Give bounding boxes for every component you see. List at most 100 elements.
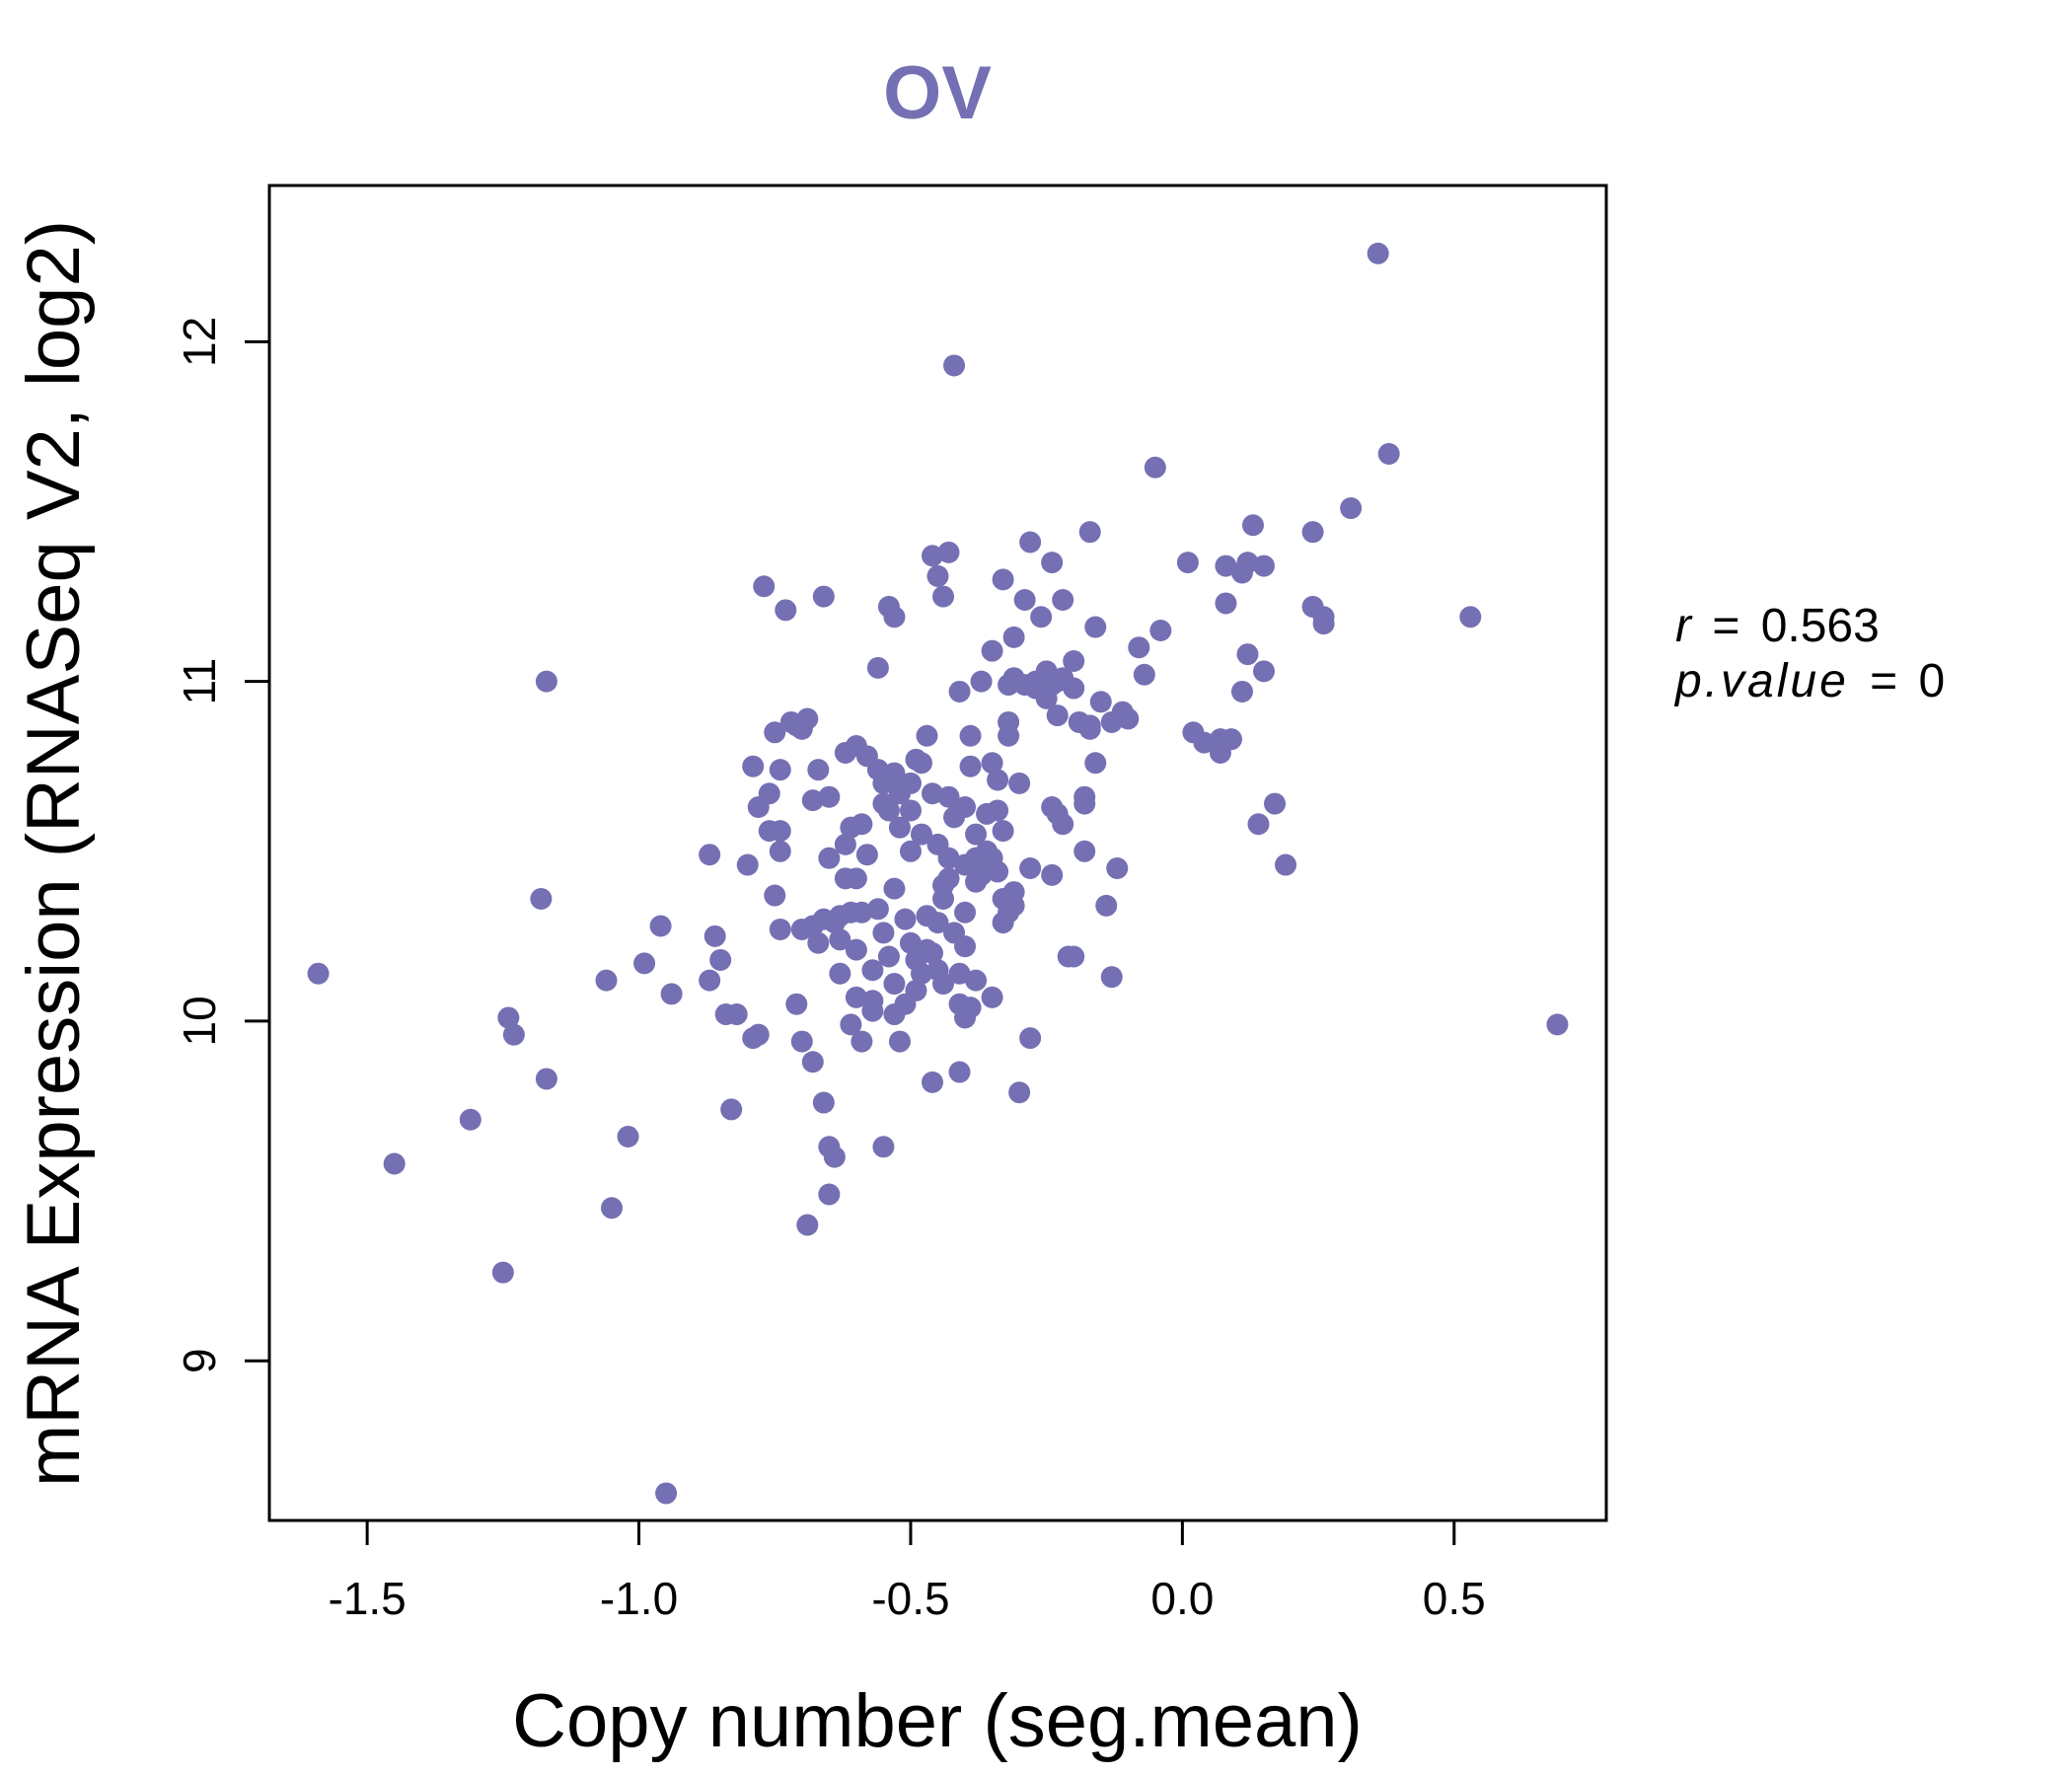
data-point <box>992 820 1014 843</box>
data-point <box>1215 555 1237 577</box>
data-point <box>921 545 943 567</box>
data-point <box>1073 840 1096 862</box>
data-point <box>965 969 988 992</box>
data-point <box>888 1030 911 1053</box>
x-tick-label: -1.0 <box>600 1573 678 1624</box>
data-point <box>807 931 830 954</box>
data-point <box>1019 1027 1042 1050</box>
data-point <box>1236 552 1259 574</box>
data-point <box>840 1013 862 1036</box>
data-point <box>970 863 993 886</box>
data-point <box>905 979 927 1001</box>
chart-title: OV <box>883 51 992 135</box>
data-point <box>954 796 977 819</box>
data-point <box>383 1152 406 1175</box>
data-point <box>987 769 1009 791</box>
data-point <box>1084 752 1107 775</box>
data-point <box>818 1183 841 1206</box>
data-point <box>943 354 966 377</box>
data-point <box>747 1023 770 1046</box>
data-point <box>851 813 873 836</box>
data-point <box>965 823 988 846</box>
data-point <box>1008 1081 1031 1104</box>
x-tick-label: 0.5 <box>1423 1573 1486 1624</box>
data-point <box>1078 521 1101 544</box>
data-point <box>1149 620 1172 641</box>
data-point <box>720 1098 743 1121</box>
data-point <box>497 1006 520 1029</box>
data-point <box>709 948 732 971</box>
data-point <box>769 759 791 781</box>
data-point <box>633 952 656 975</box>
data-point <box>649 915 672 937</box>
data-point <box>888 816 911 839</box>
data-point <box>307 962 330 985</box>
data-point <box>725 1003 748 1026</box>
data-point <box>987 860 1009 883</box>
data-point <box>1176 552 1199 574</box>
data-point <box>932 887 955 910</box>
data-point <box>834 833 856 855</box>
data-point <box>992 568 1014 591</box>
data-points <box>307 242 1569 1505</box>
data-point <box>801 789 824 812</box>
data-point <box>1063 945 1085 968</box>
data-point <box>1340 497 1363 520</box>
data-point <box>845 986 867 1008</box>
data-point <box>899 931 922 954</box>
data-point <box>883 973 906 996</box>
data-point <box>812 1091 835 1114</box>
data-point <box>1008 772 1031 794</box>
data-point <box>861 959 884 982</box>
p-value: 0 <box>1919 655 1946 707</box>
data-point <box>1013 589 1036 612</box>
data-point <box>1117 707 1140 730</box>
data-point <box>801 1051 824 1073</box>
data-point <box>699 844 721 866</box>
data-point <box>866 898 889 921</box>
data-point <box>530 887 553 910</box>
plot-frame <box>267 184 1608 1522</box>
data-point <box>1247 813 1270 836</box>
data-point <box>796 707 819 730</box>
x-tick-label: 0.0 <box>1150 1573 1214 1624</box>
data-point <box>981 639 1003 662</box>
data-point <box>1128 636 1150 659</box>
data-point <box>981 986 1003 1008</box>
data-point <box>812 585 835 608</box>
data-point <box>1252 660 1275 683</box>
data-point <box>921 1071 943 1093</box>
data-point <box>1019 531 1042 554</box>
data-point <box>491 1261 514 1284</box>
data-point <box>1095 894 1118 917</box>
data-point <box>736 853 759 876</box>
data-point <box>845 867 867 890</box>
data-point <box>535 1068 557 1090</box>
data-point <box>1019 856 1042 879</box>
data-point <box>753 575 776 598</box>
data-point <box>1264 792 1287 815</box>
data-point <box>987 799 1009 822</box>
data-point <box>459 1108 481 1131</box>
y-axis: 9 10 11 12 <box>174 317 269 1373</box>
data-point <box>1312 613 1335 635</box>
data-point <box>764 884 786 907</box>
data-point <box>954 935 977 958</box>
data-point <box>937 867 960 890</box>
data-point <box>1252 555 1275 577</box>
data-point <box>899 799 922 822</box>
data-point <box>1215 592 1237 615</box>
data-point <box>807 759 830 781</box>
data-point <box>699 969 721 992</box>
data-point <box>758 782 780 805</box>
data-point <box>1030 606 1053 629</box>
y-tick-label: 11 <box>174 658 225 705</box>
data-point <box>818 847 841 869</box>
data-point <box>910 823 932 846</box>
data-point <box>910 962 932 985</box>
data-point <box>932 973 955 996</box>
data-point <box>948 680 971 703</box>
data-point <box>769 918 791 940</box>
data-point <box>764 721 786 744</box>
